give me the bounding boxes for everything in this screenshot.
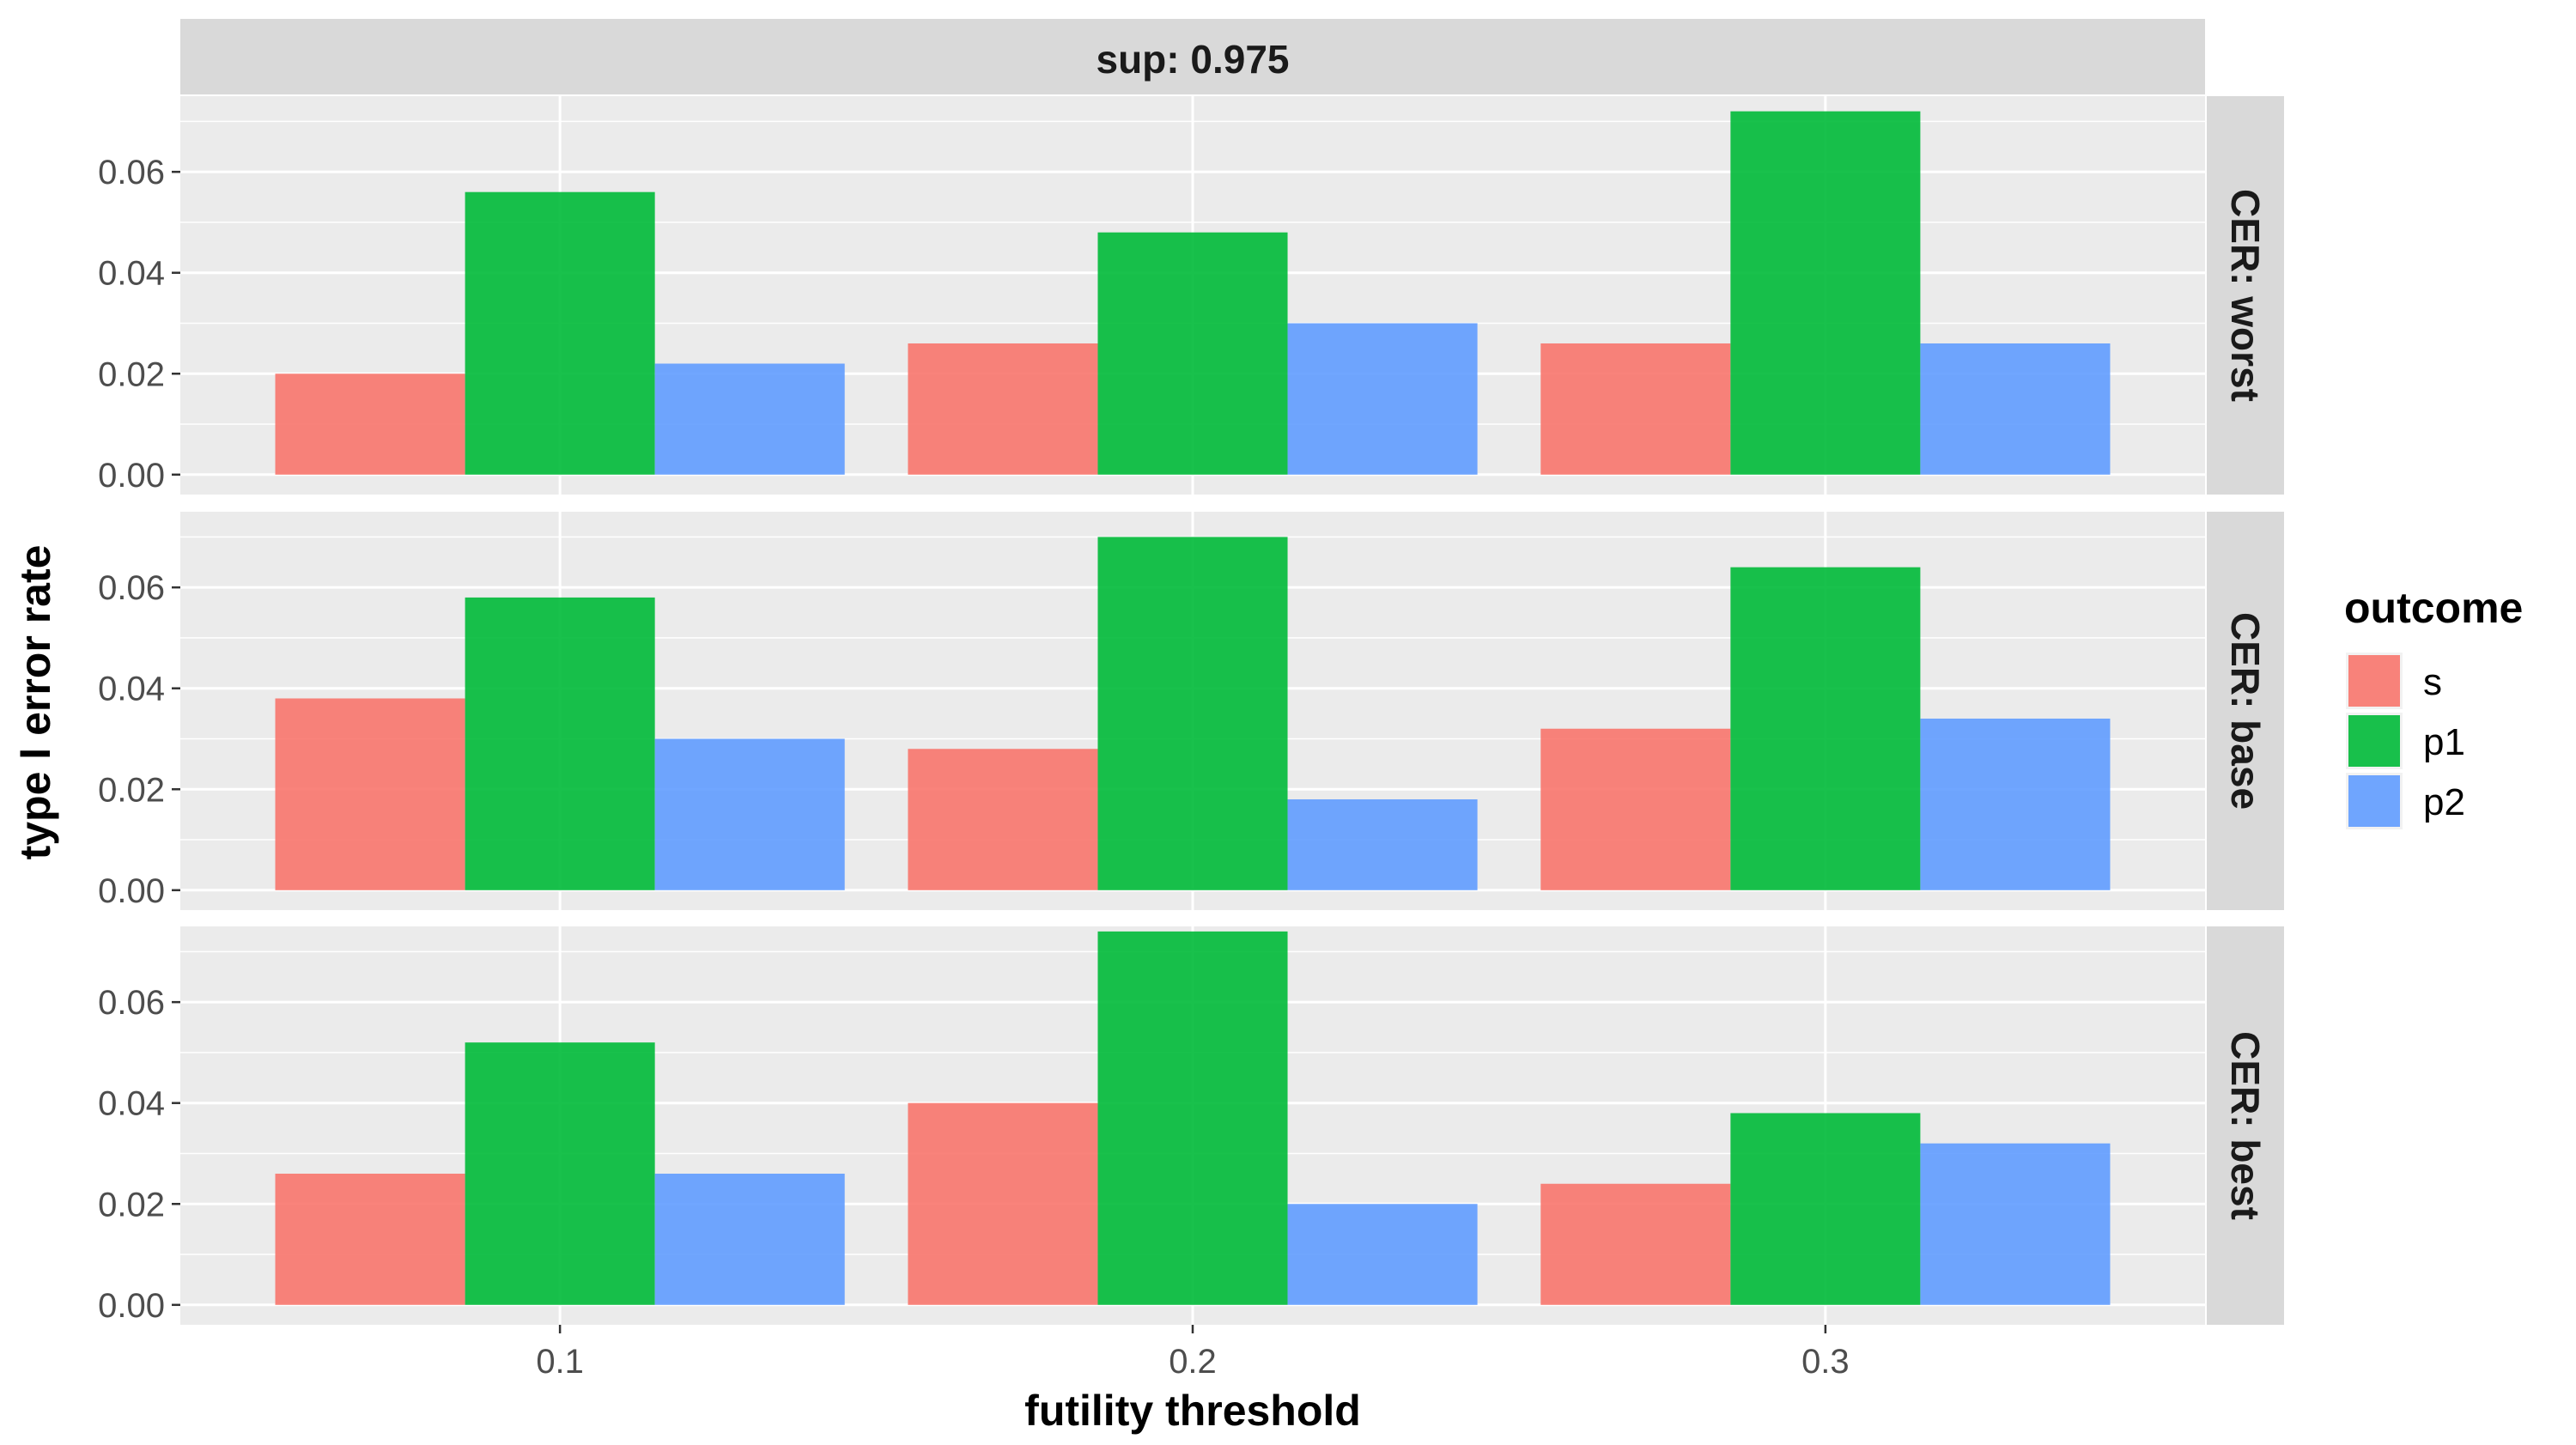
y-tick-label: 0.00 — [98, 1287, 165, 1325]
bar-s-0.1 — [275, 1173, 465, 1305]
bar-p2-0.2 — [1287, 323, 1478, 475]
bar-p1-0.3 — [1730, 111, 1921, 475]
bar-s-0.3 — [1540, 1183, 1731, 1305]
bar-p2-0.1 — [654, 1173, 845, 1305]
row-strip-label: CER: best — [2223, 1031, 2268, 1220]
bar-p1-0.1 — [465, 1042, 655, 1305]
y-tick-label: 0.06 — [98, 569, 165, 607]
bar-s-0.1 — [275, 373, 465, 475]
bar-p1-0.3 — [1730, 567, 1921, 890]
column-strip-label: sup: 0.975 — [1097, 37, 1290, 82]
bar-p1-0.3 — [1730, 1113, 1921, 1305]
bar-p2-0.1 — [654, 738, 845, 890]
panel: 0.00 0.02 0.04 0.06 CER: worst — [98, 96, 2284, 495]
x-axis: 0.1 0.2 0.3 — [536, 1325, 1850, 1381]
legend-label-p2: p2 — [2423, 781, 2465, 823]
y-tick-label: 0.06 — [98, 984, 165, 1022]
bar-s-0.1 — [275, 698, 465, 890]
panel: 0.00 0.02 0.04 0.06 CER: base — [98, 512, 2284, 910]
bar-p2-0.2 — [1287, 1204, 1478, 1305]
bar-p1-0.2 — [1097, 537, 1288, 890]
legend-swatch-s — [2348, 655, 2400, 707]
y-tick-label: 0.02 — [98, 771, 165, 809]
bar-p1-0.2 — [1097, 232, 1288, 475]
x-tick-label: 0.3 — [1801, 1343, 1850, 1381]
x-tick-label: 0.1 — [536, 1343, 584, 1381]
bar-p2-0.1 — [654, 363, 845, 475]
legend-title: outcome — [2344, 584, 2523, 632]
bar-s-0.2 — [908, 343, 1098, 475]
bar-p2-0.3 — [1920, 1143, 2111, 1305]
bar-p1-0.1 — [465, 191, 655, 475]
y-tick-label: 0.02 — [98, 355, 165, 393]
y-tick-label: 0.04 — [98, 255, 165, 293]
row-strip-label: CER: base — [2223, 612, 2268, 810]
y-tick-label: 0.04 — [98, 1085, 165, 1123]
row-strip-label: CER: worst — [2223, 189, 2268, 402]
legend-swatch-p1 — [2348, 715, 2400, 767]
y-tick-label: 0.00 — [98, 872, 165, 910]
y-axis-title: type I error rate — [11, 545, 59, 860]
panel: 0.00 0.02 0.04 0.06 CER: best — [98, 926, 2284, 1325]
legend-label-s: s — [2423, 661, 2442, 703]
x-tick-label: 0.2 — [1169, 1343, 1217, 1381]
legend-swatch-p2 — [2348, 775, 2400, 827]
y-tick-label: 0.04 — [98, 671, 165, 708]
bar-p2-0.3 — [1920, 718, 2111, 890]
column-strip-bg — [180, 19, 2205, 94]
bar-s-0.2 — [908, 749, 1098, 890]
bar-s-0.2 — [908, 1102, 1098, 1305]
legend: outcome s p1 p2 — [2344, 584, 2523, 829]
legend-label-p1: p1 — [2423, 721, 2465, 763]
bar-p1-0.2 — [1097, 931, 1288, 1305]
row-strip-bg — [2207, 96, 2284, 495]
y-tick-label: 0.02 — [98, 1186, 165, 1223]
y-tick-label: 0.00 — [98, 457, 165, 495]
bar-s-0.3 — [1540, 343, 1731, 475]
bar-s-0.3 — [1540, 728, 1731, 890]
column-strip: sup: 0.975 — [180, 19, 2205, 94]
row-strip-bg — [2207, 926, 2284, 1325]
bar-p2-0.3 — [1920, 343, 2111, 475]
bar-p1-0.1 — [465, 597, 655, 890]
y-tick-label: 0.06 — [98, 154, 165, 191]
x-axis-title: futility threshold — [1024, 1387, 1361, 1435]
row-strip-bg — [2207, 512, 2284, 910]
bar-p2-0.2 — [1287, 799, 1478, 890]
